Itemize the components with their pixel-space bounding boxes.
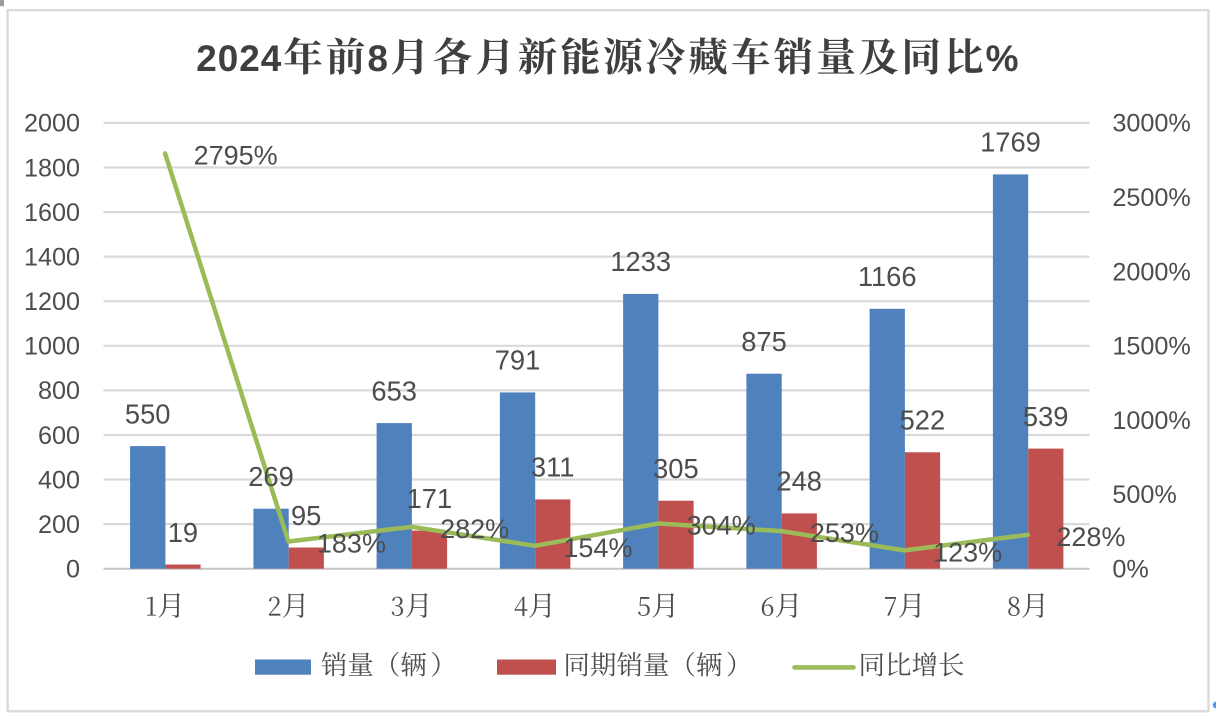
svg-text:1600: 1600 [24, 199, 80, 227]
svg-text:550: 550 [125, 398, 171, 429]
svg-text:875: 875 [741, 326, 787, 357]
svg-text:500%: 500% [1112, 481, 1176, 509]
svg-text:200: 200 [38, 511, 80, 539]
svg-text:1769: 1769 [980, 127, 1041, 158]
svg-text:791: 791 [495, 345, 541, 376]
svg-text:2795%: 2795% [194, 140, 278, 170]
svg-text:1000: 1000 [24, 333, 80, 361]
svg-text:1500%: 1500% [1112, 333, 1190, 361]
svg-text:19: 19 [168, 517, 198, 548]
svg-text:3000%: 3000% [1112, 110, 1190, 138]
svg-text:269: 269 [248, 461, 294, 492]
svg-text:228%: 228% [1056, 522, 1125, 552]
svg-text:400: 400 [38, 466, 80, 494]
svg-text:0%: 0% [1112, 556, 1148, 584]
svg-text:1200: 1200 [24, 288, 80, 316]
svg-text:522: 522 [900, 405, 946, 436]
svg-text:95: 95 [291, 500, 321, 531]
svg-text:282%: 282% [440, 514, 509, 544]
svg-text:311: 311 [531, 452, 575, 483]
svg-text:2000: 2000 [24, 110, 80, 138]
svg-text:1800: 1800 [24, 154, 80, 182]
svg-text:653: 653 [371, 375, 417, 406]
svg-text:600: 600 [38, 422, 80, 450]
svg-text:248: 248 [776, 466, 822, 497]
svg-text:154%: 154% [563, 533, 632, 563]
svg-text:539: 539 [1023, 401, 1069, 432]
svg-text:253%: 253% [810, 518, 879, 548]
svg-text:123%: 123% [933, 537, 1002, 567]
svg-text:183%: 183% [317, 529, 386, 559]
svg-text:1000%: 1000% [1112, 407, 1190, 435]
svg-text:2000%: 2000% [1112, 258, 1190, 286]
svg-text:2500%: 2500% [1112, 184, 1190, 212]
svg-text:171: 171 [407, 483, 453, 514]
svg-text:800: 800 [38, 377, 80, 405]
svg-text:0: 0 [66, 556, 80, 584]
svg-text:1233: 1233 [610, 246, 671, 277]
svg-text:1166: 1166 [858, 261, 917, 292]
svg-text:1400: 1400 [24, 243, 80, 271]
svg-text:305: 305 [653, 453, 699, 484]
svg-text:304%: 304% [687, 511, 756, 541]
